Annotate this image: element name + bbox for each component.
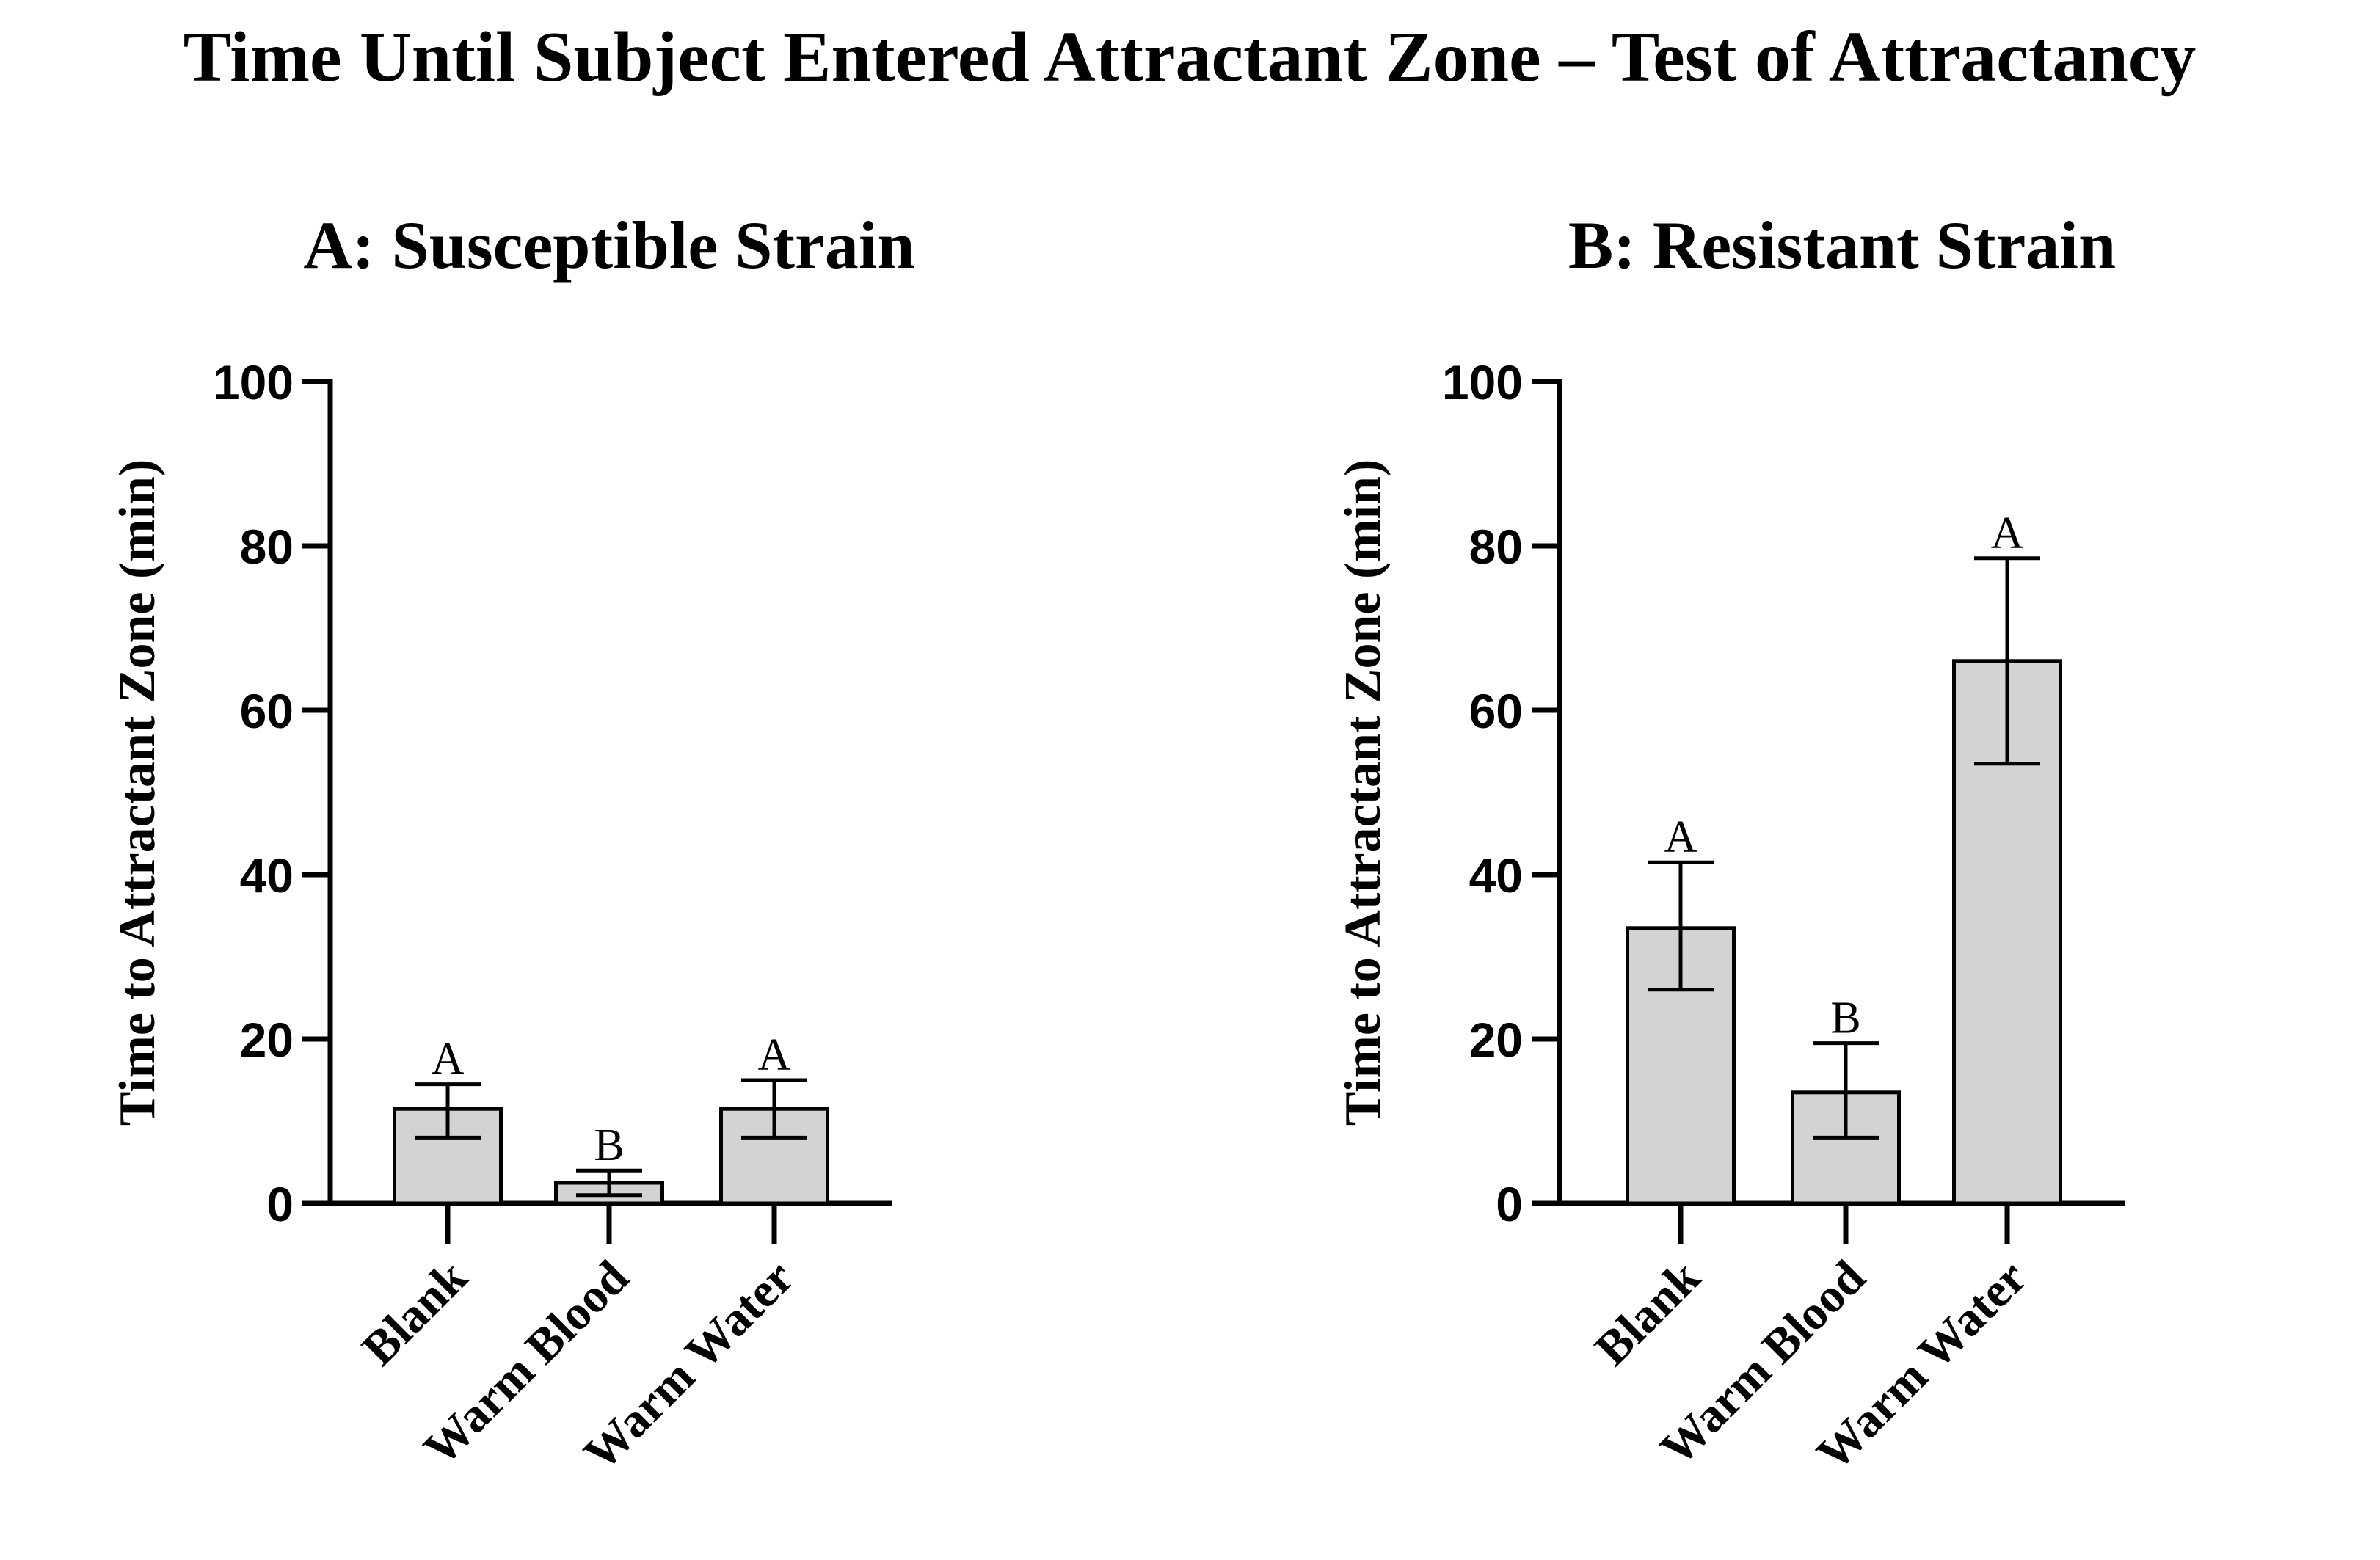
y-tick-label: 40	[240, 848, 294, 903]
y-tick-label: 100	[213, 355, 294, 409]
y-tick-label: 60	[1469, 684, 1523, 738]
significance-label: A	[758, 1030, 791, 1080]
figure-title: Time Until Subject Entered Attractant Zo…	[183, 18, 2197, 97]
significance-label: A	[1991, 509, 2024, 558]
y-axis-label: Time to Attractant Zone (min)	[1335, 459, 1391, 1126]
y-tick-label: 20	[240, 1013, 294, 1067]
y-tick-label: 0	[1496, 1177, 1523, 1231]
x-category-label: Blank	[352, 1250, 478, 1376]
panel-resistant: B: Resistant Strain Time to Attractant Zo…	[1335, 208, 2125, 1481]
y-tick-label: 20	[1469, 1013, 1523, 1067]
significance-label: A	[432, 1035, 465, 1085]
panel-title: B: Resistant Strain	[1568, 208, 2116, 283]
significance-label: B	[1830, 994, 1860, 1043]
significance-label: A	[1664, 812, 1697, 862]
y-tick-label: 80	[1469, 520, 1523, 574]
y-tick-label: 40	[1469, 848, 1523, 903]
significance-label: B	[594, 1120, 624, 1170]
x-category-label: Blank	[1585, 1250, 1711, 1376]
y-tick-label: 80	[240, 520, 294, 574]
y-axis-label: Time to Attractant Zone (min)	[109, 459, 166, 1126]
y-tick-label: 100	[1442, 355, 1523, 409]
panel-title: A: Susceptible Strain	[303, 208, 914, 283]
y-tick-label: 60	[240, 684, 294, 738]
panel-susceptible: A: Susceptible Strain Time to Attractant …	[109, 208, 915, 1481]
y-tick-label: 0	[266, 1177, 294, 1231]
